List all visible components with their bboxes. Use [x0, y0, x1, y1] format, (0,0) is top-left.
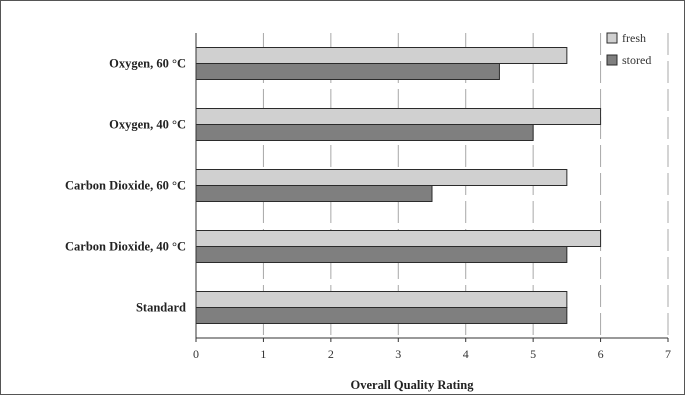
bar-stored-4 [195, 307, 568, 324]
bar-fresh-4 [195, 291, 568, 308]
x-tick-labels: 0 1 2 3 4 5 6 7 [193, 347, 671, 361]
x-tick-label-1: 1 [260, 347, 266, 361]
x-tick-label-7: 7 [665, 347, 671, 361]
bar-stored-1 [195, 124, 534, 141]
category-label-0: Oxygen, 60 °C [109, 57, 186, 71]
category-labels: Oxygen, 60 °C Oxygen, 40 °C Carbon Dioxide… [65, 57, 186, 315]
category-label-4: Standard [136, 301, 186, 315]
x-axis-title: Overall Quality Rating [351, 378, 475, 392]
bar-fresh-0 [195, 47, 568, 64]
legend-swatch-fresh [606, 32, 618, 44]
category-label-1: Oxygen, 40 °C [109, 118, 186, 132]
bar-fresh-2 [195, 169, 568, 186]
legend: fresh stored [606, 31, 651, 67]
axes [195, 33, 669, 342]
category-label-2: Carbon Dioxide, 60 °C [65, 179, 186, 193]
legend-label-fresh: fresh [622, 31, 646, 45]
bar-fresh-1 [195, 108, 602, 125]
bars [195, 47, 602, 324]
category-label-3: Carbon Dioxide, 40 °C [65, 240, 186, 254]
x-tick-label-4: 4 [463, 347, 469, 361]
x-tick-label-0: 0 [193, 347, 199, 361]
legend-swatch-stored [606, 54, 618, 66]
x-tick-label-3: 3 [395, 347, 401, 361]
x-tick-label-5: 5 [530, 347, 536, 361]
legend-label-stored: stored [622, 53, 651, 67]
bar-stored-3 [195, 246, 568, 263]
x-tick-label-2: 2 [328, 347, 334, 361]
bar-stored-2 [195, 185, 433, 202]
x-tick-label-6: 6 [598, 347, 604, 361]
bar-stored-0 [195, 63, 500, 80]
bar-fresh-3 [195, 230, 602, 247]
